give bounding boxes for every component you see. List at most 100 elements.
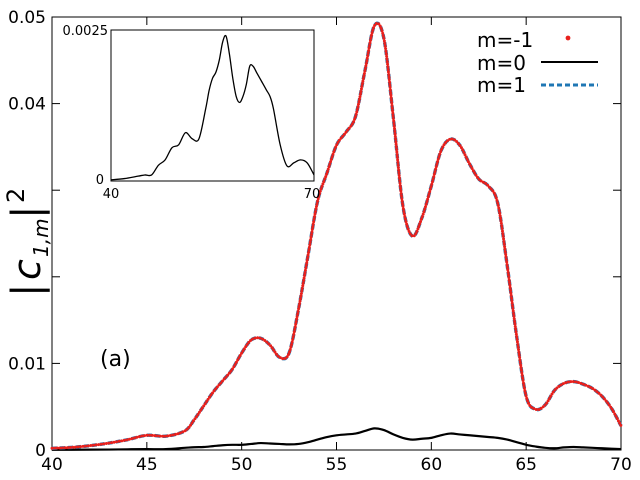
data-point-m-neg1 <box>310 230 314 234</box>
data-point-m-neg1 <box>97 443 101 447</box>
data-point-m-neg1 <box>423 205 427 209</box>
data-point-m-neg1 <box>168 433 172 437</box>
data-point-m-neg1 <box>203 402 207 406</box>
data-point-m-neg1 <box>291 335 295 339</box>
data-point-m-neg1 <box>354 112 358 116</box>
data-point-m-neg1 <box>512 312 516 316</box>
data-point-m-neg1 <box>390 101 394 105</box>
data-point-m-neg1 <box>370 31 374 35</box>
data-point-m-neg1 <box>68 445 72 449</box>
data-point-m-neg1 <box>510 296 514 300</box>
data-point-m-neg1 <box>484 181 488 185</box>
data-point-m-neg1 <box>389 96 393 100</box>
data-point-m-neg1 <box>120 439 124 443</box>
panel-label: (a) <box>100 347 131 372</box>
data-point-m-neg1 <box>211 391 214 395</box>
data-point-m-neg1 <box>492 191 496 195</box>
data-point-m-neg1 <box>352 120 356 124</box>
data-point-m-neg1 <box>508 286 512 290</box>
data-point-m-neg1 <box>510 299 514 303</box>
data-point-m-neg1 <box>418 222 422 226</box>
data-point-m-neg1 <box>407 230 411 234</box>
data-point-m-neg1 <box>230 367 234 371</box>
data-point-m-neg1 <box>547 397 551 401</box>
data-point-m-neg1 <box>515 337 519 341</box>
data-point-m-neg1 <box>426 197 430 201</box>
data-point-m-neg1 <box>400 197 404 201</box>
data-point-m-neg1 <box>401 202 405 206</box>
data-point-m-neg1 <box>367 49 371 53</box>
data-point-m-neg1 <box>290 340 294 344</box>
data-point-m-neg1 <box>502 237 506 241</box>
data-point-m-neg1 <box>357 100 361 104</box>
data-point-m-neg1 <box>383 42 387 46</box>
data-point-m-neg1 <box>514 332 518 336</box>
data-point-m-neg1 <box>297 304 301 308</box>
data-point-m-neg1 <box>232 365 236 369</box>
data-point-m-neg1 <box>390 104 394 108</box>
data-point-m-neg1 <box>591 387 595 391</box>
data-point-m-neg1 <box>517 350 521 354</box>
y-tick-label: 0 <box>35 441 46 461</box>
data-point-m-neg1 <box>307 250 311 254</box>
data-point-m-neg1 <box>398 181 402 185</box>
data-point-m-neg1 <box>272 348 276 352</box>
data-point-m-neg1 <box>187 425 191 429</box>
data-point-m-neg1 <box>298 297 302 301</box>
data-point-m-neg1 <box>428 187 432 191</box>
data-point-m-neg1 <box>509 291 513 295</box>
data-point-m-neg1 <box>267 342 271 346</box>
data-point-m-neg1 <box>122 438 126 442</box>
data-point-m-neg1 <box>497 209 501 213</box>
data-point-m-neg1 <box>360 84 364 88</box>
data-point-m-neg1 <box>389 91 393 95</box>
data-point-m-neg1 <box>336 140 340 144</box>
data-point-m-neg1 <box>579 381 583 385</box>
inset-series-line-m-0 <box>110 34 315 181</box>
data-point-m-neg1 <box>294 320 298 324</box>
data-point-m-neg1 <box>321 182 325 186</box>
data-point-m-neg1 <box>325 172 329 176</box>
data-point-m-neg1 <box>519 366 523 370</box>
data-point-m-neg1 <box>291 337 295 341</box>
data-point-m-neg1 <box>258 336 262 340</box>
data-point-m-neg1 <box>425 200 429 204</box>
data-point-m-neg1 <box>183 429 187 433</box>
data-point-m-neg1 <box>557 384 561 388</box>
data-point-m-neg1 <box>503 245 507 249</box>
data-point-m-neg1 <box>514 327 518 331</box>
data-point-m-neg1 <box>392 124 396 128</box>
data-point-m-neg1 <box>396 163 400 167</box>
data-point-m-neg1 <box>364 64 368 68</box>
data-point-m-neg1 <box>312 217 316 221</box>
data-point-m-neg1 <box>112 440 116 444</box>
data-point-m-neg1 <box>373 23 377 27</box>
data-point-m-neg1 <box>368 38 372 42</box>
data-point-m-neg1 <box>539 406 543 410</box>
data-point-m-neg1 <box>448 137 452 141</box>
data-point-m-neg1 <box>514 330 518 334</box>
data-point-m-neg1 <box>281 357 285 361</box>
data-point-m-neg1 <box>229 369 233 373</box>
data-point-m-neg1 <box>278 356 282 360</box>
data-point-m-neg1 <box>297 307 301 311</box>
data-point-m-neg1 <box>405 222 409 226</box>
data-point-m-neg1 <box>300 286 304 290</box>
data-point-m-neg1 <box>403 215 407 219</box>
data-point-m-neg1 <box>389 98 393 102</box>
data-point-m-neg1 <box>163 434 167 438</box>
data-point-m-neg1 <box>541 405 545 409</box>
x-tick-label: 70 <box>610 455 632 475</box>
data-point-m-neg1 <box>427 192 431 196</box>
data-point-m-neg1 <box>607 403 611 407</box>
data-point-m-neg1 <box>217 383 221 387</box>
data-point-m-neg1 <box>220 379 224 383</box>
data-point-m-neg1 <box>240 351 244 355</box>
data-point-m-neg1 <box>293 327 297 331</box>
data-point-m-neg1 <box>356 102 360 106</box>
data-point-m-neg1 <box>328 162 332 166</box>
data-point-m-neg1 <box>361 79 365 83</box>
data-point-m-neg1 <box>593 388 597 392</box>
data-point-m-neg1 <box>253 336 257 340</box>
data-point-m-neg1 <box>462 150 466 154</box>
